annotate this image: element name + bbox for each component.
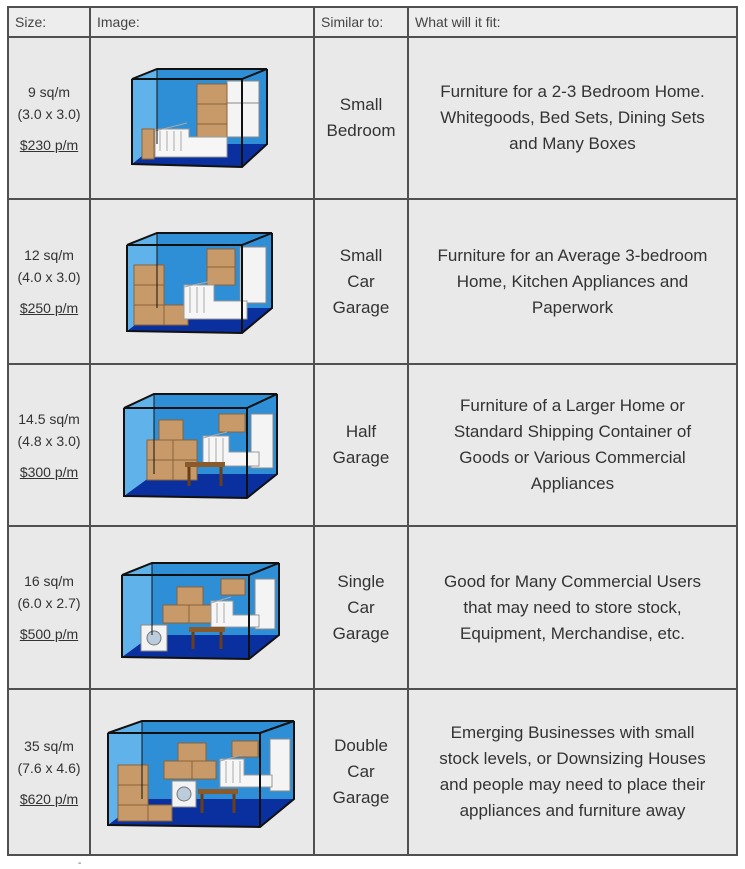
- header-row: Size: Image: Similar to: What will it fi…: [7, 6, 738, 38]
- storage-unit-illustration: [121, 561, 280, 660]
- fit-line: Paperwork: [531, 297, 614, 317]
- fit-cell: Furniture for a 2-3 Bedroom Home. Whiteg…: [407, 36, 738, 200]
- fit-line: Standard Shipping Container of: [453, 422, 692, 441]
- image-cell: [89, 688, 315, 856]
- storage-unit-illustration: [107, 720, 295, 829]
- similar-cell: Double Car Garage: [313, 688, 409, 856]
- size-dims: (6.0 x 2.7): [17, 595, 81, 611]
- size-area: 12 sq/m: [24, 247, 74, 263]
- similar-line: Car: [347, 597, 375, 617]
- fit-line: stock levels, or Downsizing Houses: [439, 749, 706, 768]
- size-price: $230 p/m: [19, 136, 79, 153]
- similar-line: Car: [347, 762, 375, 781]
- similar-line: Garage: [332, 297, 390, 317]
- similar-cell: Half Garage: [313, 363, 409, 527]
- fit-line: and people may need to place their: [439, 775, 706, 794]
- table-row: 9 sq/m (3.0 x 3.0) $230 p/m: [7, 36, 738, 200]
- size-area: 16 sq/m: [24, 573, 74, 589]
- header-size: Size:: [7, 6, 91, 38]
- size-price: $620 p/m: [19, 790, 79, 807]
- fit-line: appliances and furniture away: [459, 801, 686, 820]
- storage-unit-illustration: [126, 231, 273, 334]
- size-cell: 35 sq/m (7.6 x 4.6) $620 p/m: [7, 688, 91, 856]
- table-row: 16 sq/m (6.0 x 2.7) $500 p/m: [7, 525, 738, 690]
- image-cell: [89, 36, 315, 200]
- fit-line: that may need to store stock,: [463, 597, 682, 617]
- fit-line: Good for Many Commercial Users: [444, 571, 701, 591]
- fit-line: Appliances: [530, 474, 615, 493]
- table-row: 35 sq/m (7.6 x 4.6) $620 p/m: [7, 688, 738, 856]
- similar-line: Car: [347, 271, 375, 291]
- size-dims: (4.0 x 3.0): [17, 269, 81, 285]
- size-dims: (3.0 x 3.0): [17, 105, 81, 122]
- image-cell: [89, 198, 315, 365]
- fit-line: Emerging Businesses with small: [450, 723, 695, 742]
- fit-line: Whitegoods, Bed Sets, Dining Sets: [440, 108, 705, 127]
- similar-line: Small: [339, 245, 383, 265]
- storage-unit-illustration: [131, 68, 268, 169]
- size-price: $500 p/m: [19, 626, 79, 642]
- similar-line: Bedroom: [326, 121, 396, 140]
- size-price: $250 p/m: [19, 300, 79, 316]
- similar-line: Garage: [332, 448, 390, 467]
- fit-cell: Furniture for an Average 3-bedroom Home,…: [407, 198, 738, 365]
- table-row: 14.5 sq/m (4.8 x 3.0) $300 p/m: [7, 363, 738, 527]
- size-cell: 9 sq/m (3.0 x 3.0) $230 p/m: [7, 36, 91, 200]
- similar-cell: Single Car Garage: [313, 525, 409, 690]
- table-row: 12 sq/m (4.0 x 3.0) $250 p/m: [7, 198, 738, 365]
- fit-line: Home, Kitchen Appliances and: [456, 271, 689, 291]
- fit-line: and Many Boxes: [509, 134, 636, 153]
- fit-line: Furniture for an Average 3-bedroom: [437, 245, 708, 265]
- size-dims: (7.6 x 4.6): [17, 759, 81, 776]
- fit-line: Goods or Various Commercial: [459, 448, 686, 467]
- size-area: 9 sq/m: [27, 83, 70, 100]
- similar-cell: Small Car Garage: [313, 198, 409, 365]
- similar-line: Garage: [332, 623, 390, 643]
- fit-cell: Good for Many Commercial Users that may …: [407, 525, 738, 690]
- size-dims: (4.8 x 3.0): [17, 432, 81, 449]
- size-price: $300 p/m: [19, 463, 79, 480]
- header-image: Image:: [89, 6, 315, 38]
- fit-line: Furniture of a Larger Home or: [460, 396, 685, 415]
- similar-cell: Small Bedroom: [313, 36, 409, 200]
- size-area: 35 sq/m: [24, 737, 74, 754]
- similar-line: Garage: [332, 788, 390, 807]
- storage-unit-illustration: [123, 393, 278, 500]
- image-cell: [89, 525, 315, 690]
- size-cell: 14.5 sq/m (4.8 x 3.0) $300 p/m: [7, 363, 91, 527]
- size-cell: 12 sq/m (4.0 x 3.0) $250 p/m: [7, 198, 91, 365]
- footer-mark: -: [78, 858, 82, 869]
- header-similar: Similar to:: [313, 6, 409, 38]
- storage-units-table: Size: Image: Similar to: What will it fi…: [7, 6, 738, 856]
- size-area: 14.5 sq/m: [18, 410, 80, 427]
- fit-line: Furniture for a 2-3 Bedroom Home.: [440, 82, 705, 101]
- similar-line: Single: [337, 571, 385, 591]
- image-cell: [89, 363, 315, 527]
- fit-cell: Emerging Businesses with small stock lev…: [407, 688, 738, 856]
- fit-cell: Furniture of a Larger Home or Standard S…: [407, 363, 738, 527]
- similar-line: Half: [345, 422, 377, 441]
- size-cell: 16 sq/m (6.0 x 2.7) $500 p/m: [7, 525, 91, 690]
- similar-line: Double: [334, 736, 388, 755]
- header-fit: What will it fit:: [407, 6, 738, 38]
- fit-line: Equipment, Merchandise, etc.: [460, 623, 685, 643]
- similar-line: Small: [339, 95, 383, 114]
